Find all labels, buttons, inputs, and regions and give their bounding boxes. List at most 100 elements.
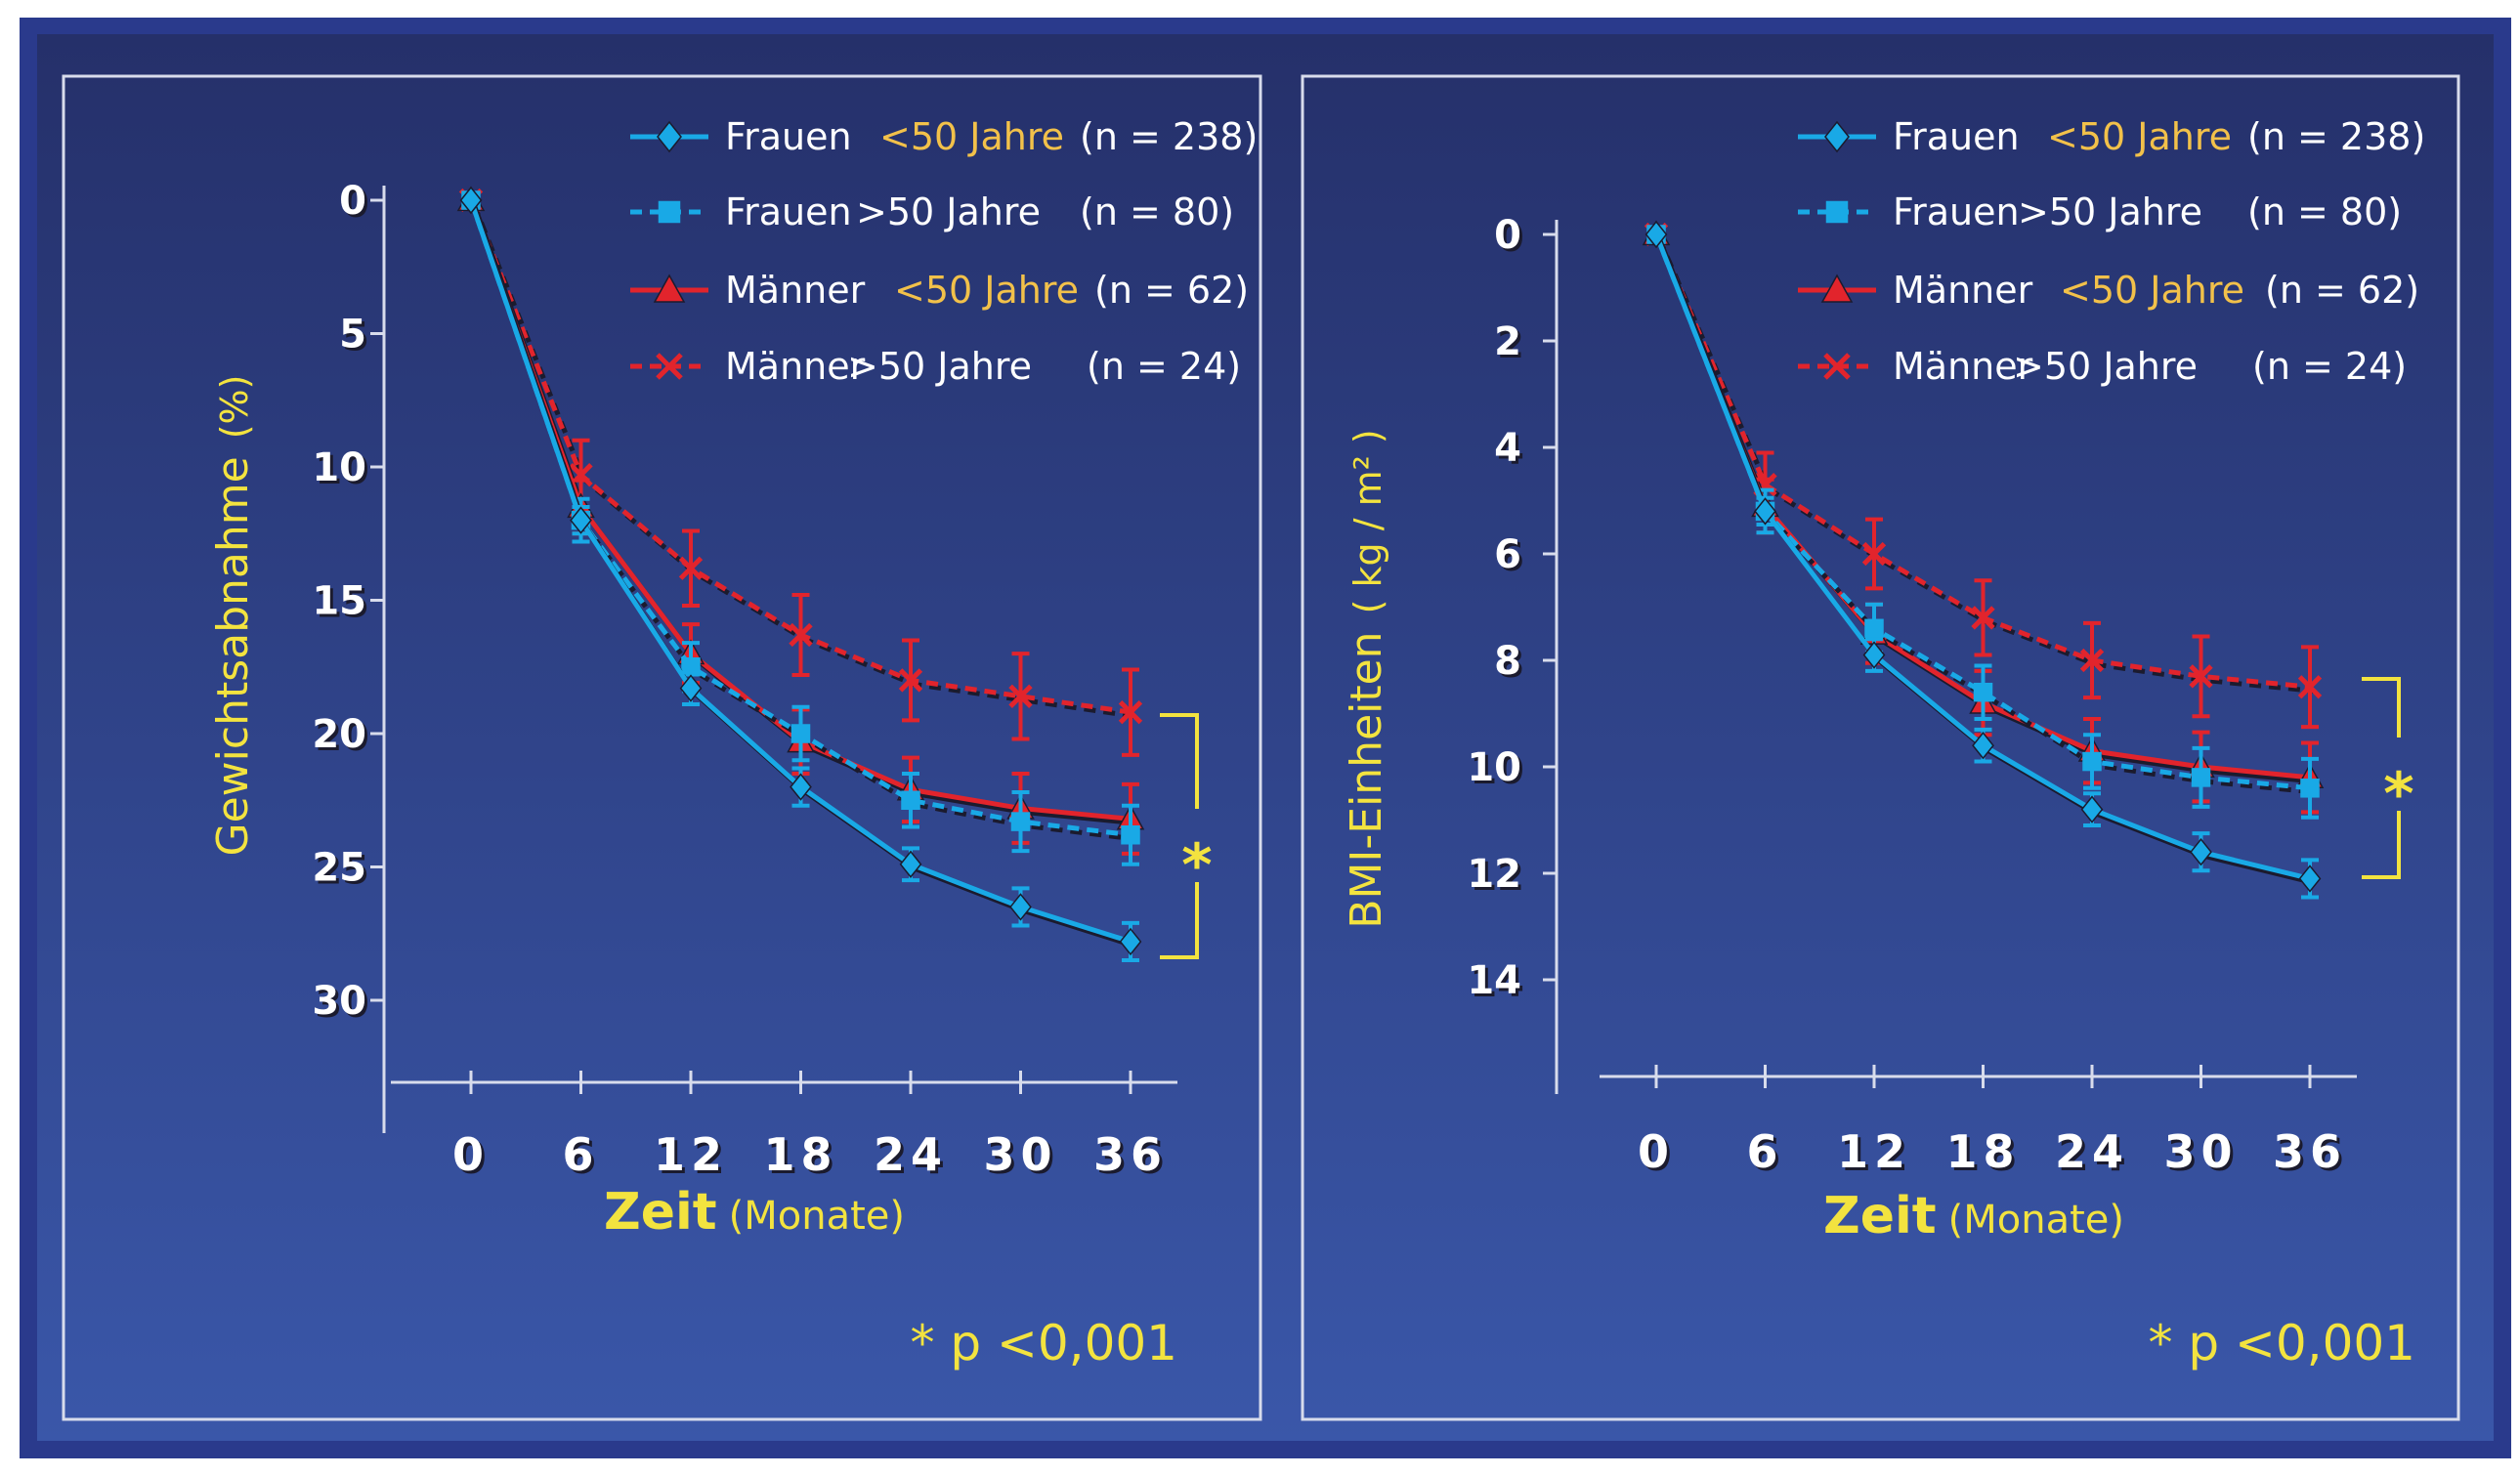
significance-star: * — [1181, 831, 1212, 900]
legend-series-n: (n = 62) — [2265, 269, 2419, 312]
legend-series-n: (n = 62) — [1094, 269, 1249, 312]
legend-series-age: <50 Jahre — [879, 115, 1064, 158]
x-tick-label-shadow: 18 — [1948, 1128, 2023, 1181]
bmi-panel: BMI-Einheiten( kg / m² ) Zeit (Monate) * … — [1301, 74, 2460, 1421]
x-tick-label: 12 — [1837, 1125, 1911, 1178]
y-tick-label: 14 — [1467, 958, 1521, 1003]
data-point — [2191, 768, 2211, 787]
significance-bracket-bottom — [1160, 882, 1199, 959]
x-tick-label-shadow: 0 — [455, 1131, 492, 1184]
y-tick-label-shadow: 25 — [315, 849, 369, 894]
x-tick-label-shadow: 30 — [986, 1131, 1060, 1184]
legend-series-age: >50 Jahre — [2013, 345, 2198, 388]
x-tick-label: 0 — [452, 1128, 490, 1181]
y-tick-label-shadow: 4 — [1497, 429, 1524, 474]
x-tick-label: 36 — [1093, 1128, 1168, 1181]
legend-series-age: <50 Jahre — [2060, 269, 2244, 312]
legend-swatch-marker — [1824, 120, 1850, 153]
y-tick-label: 15 — [312, 579, 366, 624]
data-point — [1973, 682, 1993, 702]
x-tick-label-shadow: 24 — [876, 1131, 951, 1184]
x-tick-label-shadow: 6 — [1749, 1128, 1786, 1181]
data-point — [2082, 751, 2102, 772]
legend-series-name: Frauen — [725, 190, 852, 233]
legend-series-name: Männer — [1893, 345, 2033, 388]
data-point — [678, 556, 704, 580]
legend-swatch-marker — [656, 353, 683, 380]
data-point — [1862, 641, 1886, 669]
data-point — [898, 668, 923, 693]
weight-loss-panel: Gewichtsabnahme(%) Zeit (Monate) * p <0,0… — [62, 74, 1262, 1421]
legend-series-age: <50 Jahre — [2047, 115, 2232, 158]
footnote: * p <0,001 — [2148, 1315, 2415, 1371]
legend-series-name: Männer — [1893, 269, 2033, 312]
x-axis-title: Zeit (Monate) — [1823, 1187, 2124, 1245]
y-tick-label-shadow: 10 — [315, 448, 369, 493]
x-tick-label-shadow: 18 — [766, 1131, 840, 1184]
x-tick-label: 24 — [2055, 1125, 2129, 1178]
legend-series-name: Frauen — [1893, 190, 2020, 233]
legend-series-n: (n = 24) — [2252, 345, 2407, 388]
background — [37, 34, 2494, 1441]
legend-series-age: >50 Jahre — [2018, 190, 2202, 233]
y-tick-label-shadow: 12 — [1470, 855, 1524, 900]
data-point — [790, 724, 811, 743]
y-tick-label: 0 — [1494, 213, 1521, 258]
x-tick-label-shadow: 12 — [657, 1131, 731, 1184]
x-tick-label-shadow: 6 — [565, 1131, 602, 1184]
legend-series-age: <50 Jahre — [894, 269, 1079, 312]
x-tick-label: 18 — [1945, 1125, 2020, 1178]
legend-series-n: (n = 80) — [1080, 190, 1234, 233]
data-point — [2080, 795, 2104, 823]
y-tick-label: 10 — [1467, 745, 1521, 790]
x-tick-label-shadow: 12 — [1840, 1128, 1914, 1181]
data-point — [2079, 648, 2105, 673]
x-axis-title: Zeit (Monate) — [604, 1183, 905, 1242]
x-tick-label-shadow: 36 — [2276, 1128, 2350, 1181]
legend-series-name: Frauen — [1893, 115, 2020, 158]
legend-series-n: (n = 80) — [2247, 190, 2402, 233]
x-tick-label: 24 — [874, 1128, 948, 1181]
data-point — [2190, 837, 2212, 866]
legend-series-name: Männer — [725, 269, 866, 312]
legend-swatch-marker — [1825, 200, 1849, 224]
data-point — [901, 790, 920, 810]
x-tick-label: 6 — [1746, 1125, 1783, 1178]
legend-series-n: (n = 238) — [1080, 115, 1258, 158]
legend-series-n: (n = 238) — [2247, 115, 2425, 158]
y-axis-title: Gewichtsabnahme(%) — [208, 375, 258, 857]
panel-border — [62, 74, 1262, 1421]
legend-swatch-marker — [653, 274, 686, 303]
y-tick-label-shadow: 8 — [1497, 642, 1524, 687]
legend-series-name: Männer — [725, 345, 866, 388]
legend-series-n: (n = 24) — [1087, 345, 1241, 388]
data-point — [1008, 684, 1033, 708]
legend-swatch-marker — [658, 200, 681, 224]
panel-border — [1301, 74, 2460, 1421]
data-point — [1121, 824, 1140, 845]
y-tick-label-shadow: 10 — [1470, 748, 1524, 793]
significance-bracket-bottom — [2362, 811, 2401, 879]
y-tick-label: 2 — [1494, 319, 1521, 364]
x-tick-label-shadow: 0 — [1641, 1128, 1678, 1181]
y-tick-label: 8 — [1494, 639, 1521, 684]
significance-bracket-top — [2362, 677, 2401, 738]
legend-swatch-marker — [657, 120, 682, 153]
y-tick-label: 12 — [1467, 852, 1521, 897]
data-point — [1010, 812, 1031, 831]
data-point — [679, 674, 703, 702]
data-point — [1118, 699, 1143, 725]
data-point — [1009, 893, 1032, 921]
data-point — [1644, 220, 1668, 249]
data-point — [790, 773, 812, 801]
data-point — [2189, 664, 2213, 689]
y-tick-label-shadow: 0 — [342, 182, 369, 227]
data-point — [1119, 927, 1142, 956]
y-tick-label: 0 — [339, 179, 366, 224]
x-tick-label: 18 — [763, 1128, 837, 1181]
x-tick-label: 30 — [2163, 1125, 2238, 1178]
x-tick-label: 36 — [2273, 1125, 2347, 1178]
data-point — [2298, 865, 2322, 893]
y-tick-label-shadow: 2 — [1497, 322, 1524, 367]
